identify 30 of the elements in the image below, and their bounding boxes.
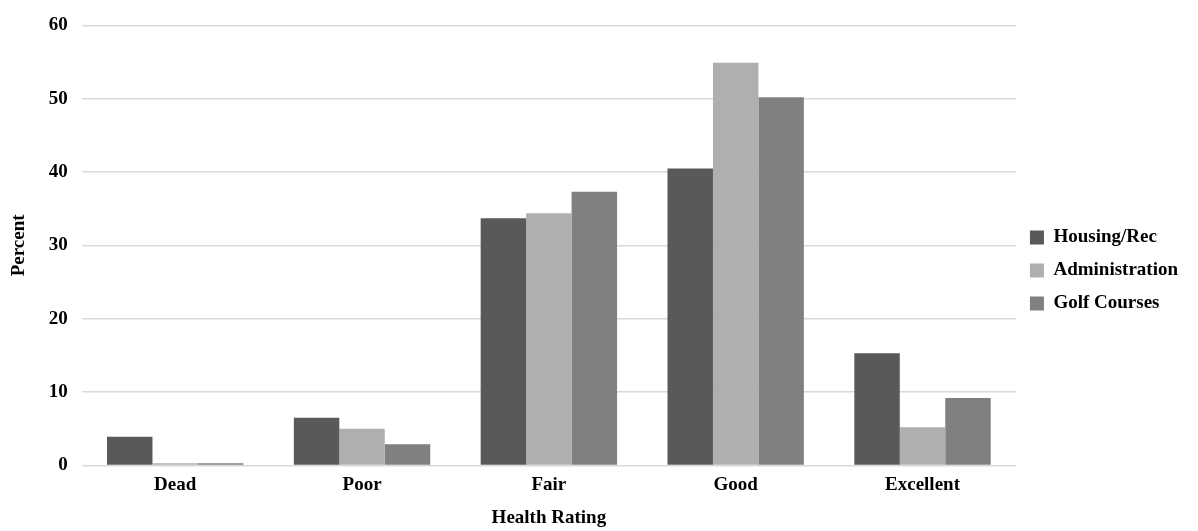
x-tick-label: Excellent [885,472,961,494]
y-tick-label: 10 [48,379,68,401]
x-tick-label: Poor [342,472,383,494]
bar [945,397,991,465]
legend-label: Housing/Rec [1053,225,1157,247]
x-tick-label: Fair [531,472,567,494]
x-tick-label: Dead [154,472,197,494]
legend-label: Administration [1053,258,1179,280]
x-axis-title: Health Rating [491,505,607,527]
legend-label: Golf Courses [1053,291,1160,313]
bar [339,428,385,465]
bar [384,444,431,465]
bar [293,417,340,465]
bar [854,353,900,465]
x-tick-label: Good [713,472,759,494]
bar [107,436,153,465]
bar [480,218,527,465]
bar [571,191,618,465]
bar [526,213,572,465]
y-axis-title: Percent [7,213,29,277]
bar [899,427,946,465]
y-tick-label: 0 [58,453,68,475]
y-tick-label: 40 [48,159,68,181]
y-tick-label: 60 [48,13,68,35]
bar [712,62,759,465]
y-tick-label: 50 [48,86,68,108]
y-tick-label: 30 [48,233,68,255]
y-tick-label: 20 [48,306,68,328]
bar [758,97,804,465]
bar [667,168,713,465]
